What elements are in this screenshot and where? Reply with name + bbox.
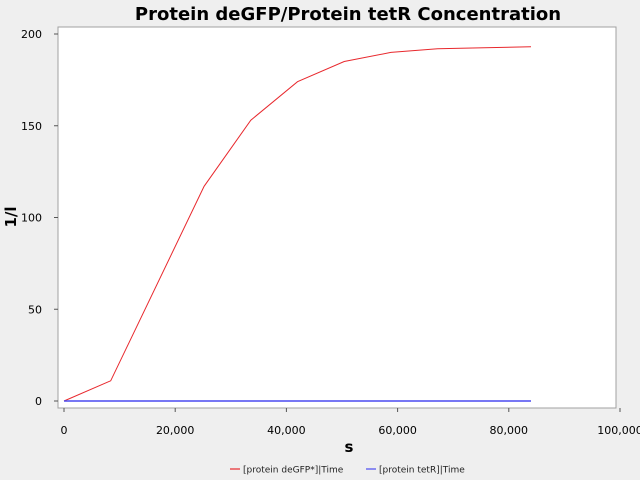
x-tick-label: 60,000 [378, 424, 417, 437]
series-layer [63, 46, 532, 402]
x-tick-label: 80,000 [490, 424, 529, 437]
x-tick-label: 100,000 [597, 424, 640, 437]
x-axis-label: s [345, 438, 354, 456]
legend-entry-label: [protein deGFP*]|Time [243, 466, 344, 476]
legend-entry-label: [protein tetR]|Time [379, 466, 465, 476]
y-tick-label: 200 [21, 28, 42, 41]
y-tick-label: 0 [35, 395, 42, 408]
x-tick-label: 40,000 [267, 424, 306, 437]
x-tick-label: 20,000 [156, 424, 195, 437]
series-line-1 [63, 46, 532, 402]
axis-ticks: 0 20,000 40,000 60,000 80,000 100,000 0 50 100 15… [21, 28, 640, 437]
y-tick-label: 100 [21, 212, 42, 225]
plot-area [57, 26, 617, 409]
y-tick-label: 150 [21, 120, 42, 133]
y-axis-label: 1/l [2, 206, 20, 227]
chart-title: Protein deGFP/Protein tetR Concentration [135, 4, 561, 25]
y-tick-label: 50 [28, 303, 42, 316]
x-tick-label: 0 [61, 424, 68, 437]
legend: [protein deGFP*]|Time [protein tetR]|Time [230, 466, 465, 476]
